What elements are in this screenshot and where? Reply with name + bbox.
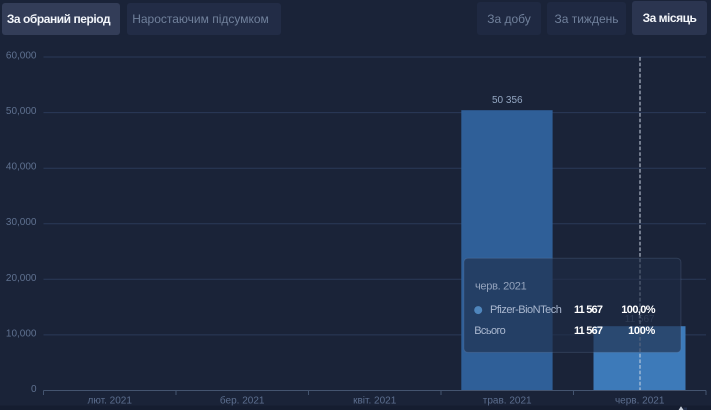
svg-text:11 567: 11 567 — [574, 325, 603, 337]
svg-text:лют. 2021: лют. 2021 — [88, 396, 133, 407]
svg-text:100,0%: 100,0% — [621, 304, 656, 316]
svg-text:20,000: 20,000 — [6, 273, 37, 284]
svg-text:50 356: 50 356 — [492, 95, 523, 106]
svg-text:Pfizer-BioNTech: Pfizer-BioNTech — [490, 304, 562, 316]
svg-text:50,000: 50,000 — [6, 106, 37, 117]
svg-text:0: 0 — [31, 384, 37, 395]
svg-text:30,000: 30,000 — [6, 217, 37, 228]
svg-text:черв. 2021: черв. 2021 — [615, 396, 665, 407]
svg-text:Всього: Всього — [474, 325, 505, 337]
svg-text:бер. 2021: бер. 2021 — [220, 395, 265, 407]
svg-text:40,000: 40,000 — [6, 162, 37, 173]
svg-text:60,000: 60,000 — [6, 51, 37, 62]
svg-text:10,000: 10,000 — [6, 328, 37, 339]
svg-text:11 567: 11 567 — [574, 304, 603, 316]
svg-text:100%: 100% — [628, 325, 655, 337]
svg-text:трав. 2021: трав. 2021 — [483, 396, 532, 407]
svg-text:квіт. 2021: квіт. 2021 — [353, 396, 397, 407]
svg-text:черв. 2021: черв. 2021 — [475, 280, 527, 292]
